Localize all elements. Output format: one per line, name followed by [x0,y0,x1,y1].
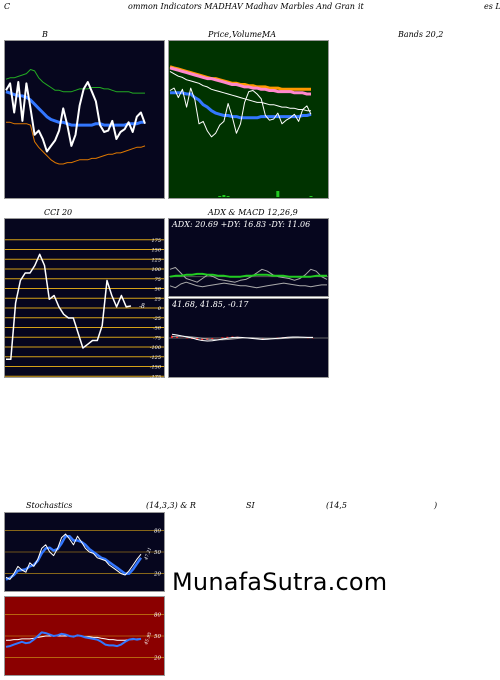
watermark: MunafaSutra.com [172,568,388,596]
price-ma-chart [168,40,329,199]
rsi-close: ) [434,501,438,510]
panel-background [168,218,329,297]
macd-line [171,333,313,342]
price-ma-short-line [169,70,311,112]
adx-plus-di-line [169,267,328,283]
cci-tick-label: -125 [150,355,161,361]
header-left: C [4,2,11,11]
cci-tick-label: 50 [155,287,162,293]
cci-tick-label: 75 [155,277,161,283]
cci-tick-label: 150 [151,248,161,254]
volume-label: Volume, [232,30,265,39]
ma-label: MA [262,30,276,39]
cci-tick-label: -25 [153,316,161,322]
header-mid: it [358,2,364,11]
stoch-label: Stochastics [26,501,73,510]
cci-tick-label: -175 [150,374,161,378]
adx-values: ADX: 20.69 +DY: 16.83 -DY: 11.06 [172,220,311,229]
adx-line [169,272,327,278]
cci-line [6,253,132,361]
cci-tick-label: -75 [153,335,161,341]
rsi-chart: 80 50 20 45.95 [4,596,165,676]
volume-bar [218,196,222,197]
rsi-current-value: 45.95 [143,631,153,646]
cci-tick-label: -100 [150,345,162,351]
rsi-tick-label: 20 [153,656,161,662]
cci-tick-label: 125 [151,257,161,263]
panel-background [168,40,329,199]
volume-bar [222,195,226,197]
adx-minus-di-line [169,281,327,289]
stoch-tick-label: 20 [153,572,161,578]
stoch-d-line [5,534,143,581]
price-price-line [169,87,312,138]
page-title: ommon Indicators MADHAV Madhav Marbles A… [128,2,355,11]
cci-tick-label: 0 [158,306,162,312]
stoch-tick-label: 80 [154,528,161,534]
stoch-tick-label: 50 [154,550,161,556]
bollinger-chart [4,40,165,199]
header-right: es Li [484,2,500,11]
cci-chart: 175 150 125 100 75 50 25 0 -25 -50 -75 -100 -125 -150… [4,218,165,378]
cci-current-value: -8 [139,303,145,310]
stoch-current-value: 47.21 [143,547,153,562]
adx-macd-label: ADX & MACD 12,26,9 [208,208,298,217]
rsi-tick-label: 80 [154,612,161,618]
bands-label: Bands 20,2 [398,30,444,39]
cci-tick-label: -50 [153,326,162,332]
macd-values: 41.68, 41.85, -0.17 [172,300,249,309]
stoch-params: (14,3,3) & R [146,501,196,510]
stoch-k-line [5,533,142,580]
cci-label: CCI 20 [44,208,73,217]
rsi-si-label: SI [246,501,255,510]
cci-tick-label: -150 [150,365,162,371]
bollinger-price-line [5,81,146,153]
cci-tick-label: 25 [154,296,161,302]
price-ma-mid-line [169,66,311,96]
volume-bar [309,196,313,197]
bollinger-upper-line [5,69,145,94]
bollinger-lower-line [6,121,146,165]
stochastics-chart: 80 50 20 47.21 [4,512,165,592]
rsi-params: (14,5 [326,501,347,510]
volume-bar [226,196,230,197]
cci-tick-label: 175 [151,238,161,244]
rsi-tick-label: 50 [154,634,161,640]
macd-chart [168,298,329,378]
price-label: Price, [208,30,232,39]
rsi-line [5,631,142,648]
volume-bar [276,191,280,197]
panel-background [4,40,165,199]
adx-chart [168,218,329,297]
bollinger-label: B [42,30,48,39]
cci-tick-label: 100 [151,267,161,273]
